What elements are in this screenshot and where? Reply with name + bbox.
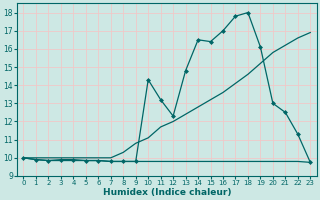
X-axis label: Humidex (Indice chaleur): Humidex (Indice chaleur) bbox=[103, 188, 231, 197]
